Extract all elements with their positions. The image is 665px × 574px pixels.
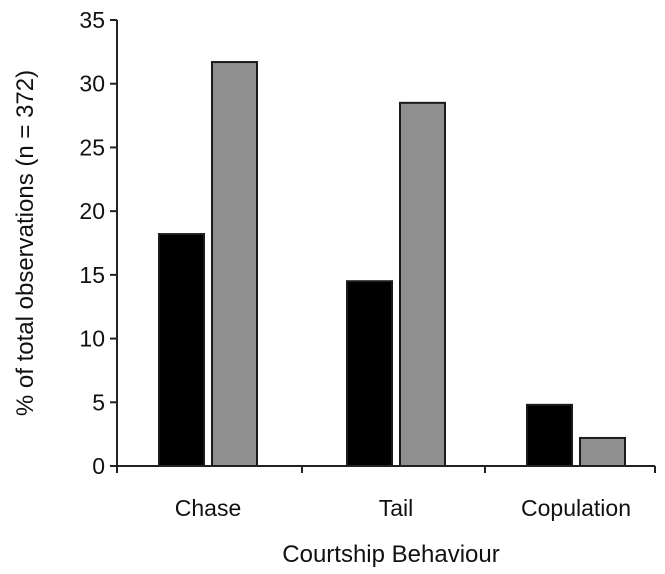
- bar-series-1-copulation: [526, 403, 573, 468]
- y-tick-label: 20: [79, 198, 105, 224]
- y-tick-label: 10: [79, 326, 105, 352]
- y-axis-ticks: 0 5 10 15 20 25 30 35: [79, 7, 117, 479]
- bar-series-1-tail: [346, 280, 393, 467]
- y-tick-label: 15: [79, 262, 105, 288]
- bar-series-2-copulation: [579, 436, 626, 468]
- x-axis-ticks: Chase Tail Copulation: [116, 466, 656, 521]
- x-tick-label: Chase: [175, 495, 241, 521]
- x-tick-label: Tail: [379, 495, 414, 521]
- bars-group: [158, 61, 626, 468]
- bar-series-2-tail: [399, 101, 446, 467]
- y-axis-title: % of total observations (n = 372): [12, 70, 39, 416]
- bar-series-1-chase: [158, 233, 205, 467]
- y-tick-label: 30: [79, 71, 105, 97]
- x-axis-title: Courtship Behaviour: [282, 541, 499, 568]
- x-tick-label: Copulation: [521, 495, 631, 521]
- y-tick-label: 0: [92, 453, 105, 479]
- y-tick-label: 5: [92, 389, 105, 415]
- y-tick-label: 35: [79, 7, 105, 33]
- y-tick-label: 25: [79, 134, 105, 160]
- bar-series-2-chase: [211, 61, 258, 468]
